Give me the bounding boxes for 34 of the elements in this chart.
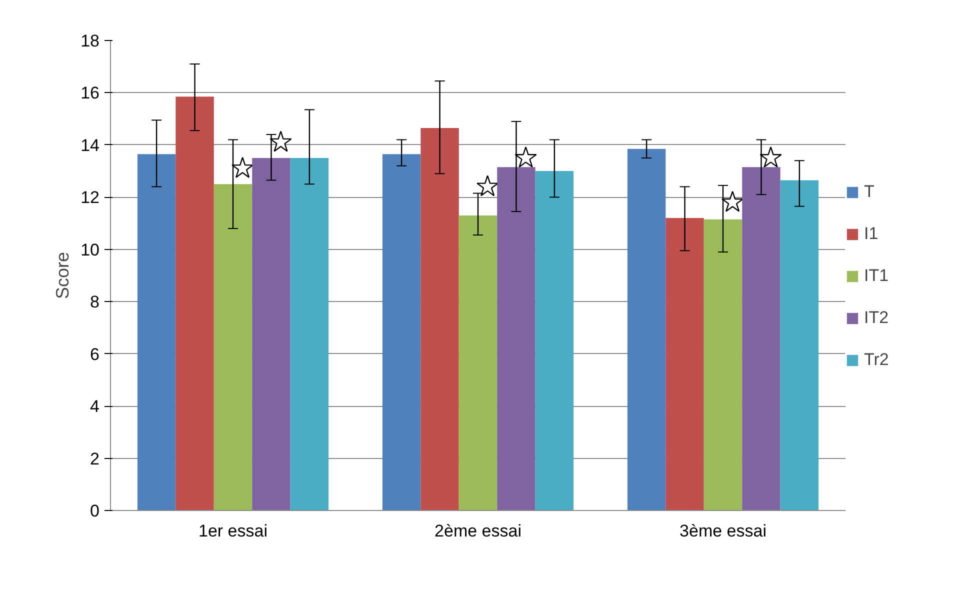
bar <box>535 171 574 510</box>
bar <box>497 167 536 510</box>
bar <box>627 148 666 510</box>
bar <box>137 154 176 510</box>
bar <box>742 167 780 510</box>
y-tick-label: 18 <box>80 32 100 50</box>
y-tick-label: 0 <box>90 502 100 520</box>
legend-label: I1 <box>864 224 880 244</box>
x-tick-label: 1er essai <box>198 522 268 540</box>
bar <box>420 128 459 510</box>
bar <box>176 96 214 510</box>
bar <box>780 180 819 510</box>
legend-label: IT1 <box>864 266 889 286</box>
y-tick-label: 16 <box>80 84 100 103</box>
bar <box>704 219 742 510</box>
bar <box>666 218 704 510</box>
legend-label: IT2 <box>864 308 889 328</box>
y-tick-label: 12 <box>80 188 100 208</box>
x-tick-label: 3ème essai <box>680 522 766 540</box>
legend-label: Tr2 <box>864 350 889 370</box>
y-tick-label: 14 <box>80 136 100 155</box>
y-tick-label: 6 <box>90 344 100 364</box>
bar <box>290 158 329 510</box>
y-tick-label: 8 <box>90 292 100 312</box>
y-tick-label: 4 <box>90 397 100 416</box>
y-axis-title: Score <box>52 252 73 300</box>
bar <box>214 184 252 510</box>
x-tick-label: 2ème essai <box>434 522 522 540</box>
y-tick-label: 10 <box>80 240 100 260</box>
legend-label: T <box>864 182 876 202</box>
bar <box>382 154 421 510</box>
bar <box>252 158 290 510</box>
y-tick-label: 2 <box>90 449 100 468</box>
bar <box>458 215 498 510</box>
